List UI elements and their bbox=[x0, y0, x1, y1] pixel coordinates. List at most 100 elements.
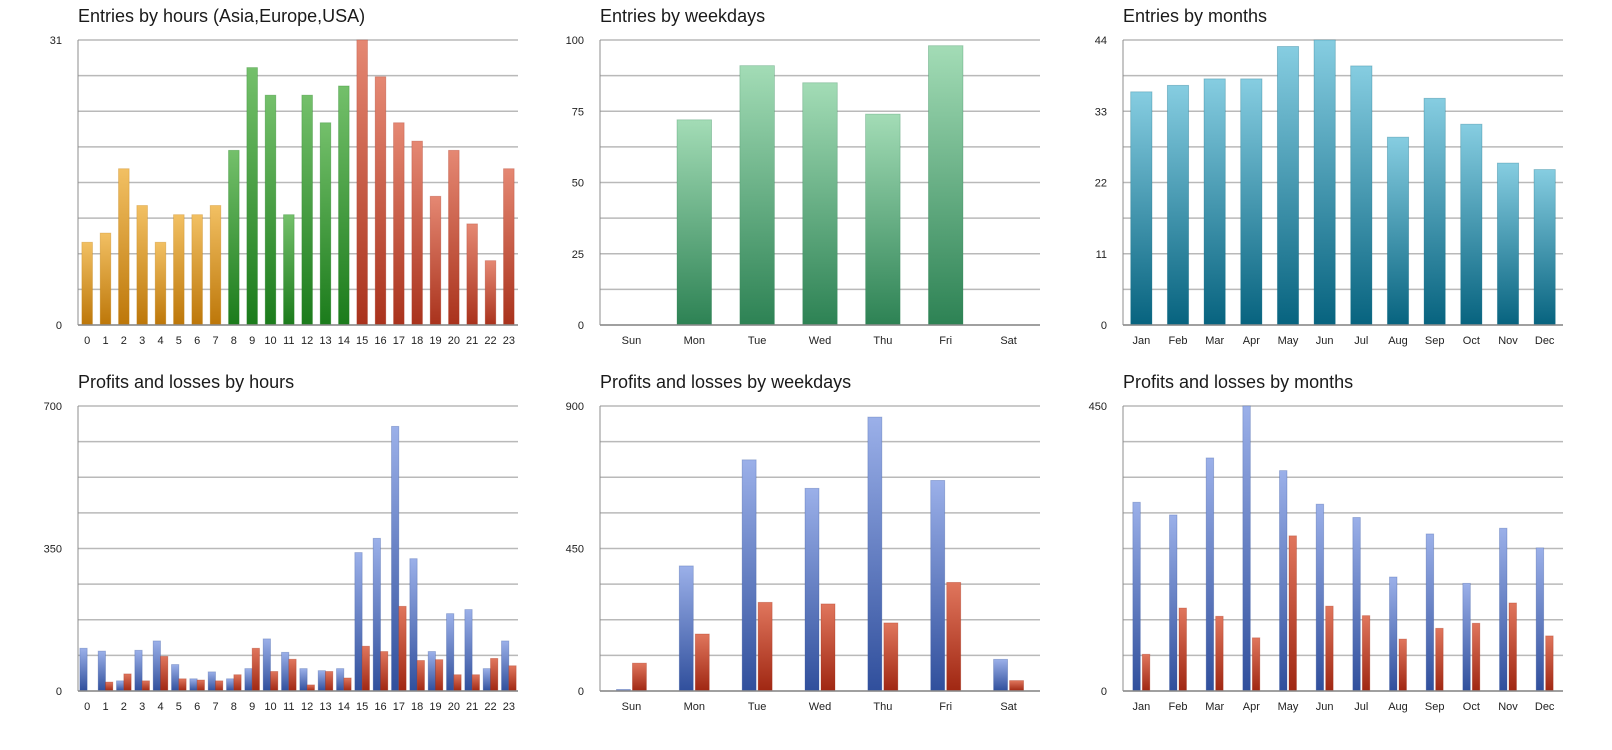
bar-10 bbox=[264, 94, 277, 326]
chart-profits-losses-by-weekdays: Profits and losses by weekdays 0 450 900 Su… bbox=[522, 366, 1059, 741]
x-tick-label: Sep bbox=[1425, 701, 1445, 713]
x-tick-label: Fri bbox=[939, 701, 952, 713]
profit-bar-Sep bbox=[1425, 533, 1435, 692]
x-tick-label: 3 bbox=[139, 335, 145, 347]
chart-title: Entries by weekdays bbox=[600, 6, 766, 26]
y-tick-label: 33 bbox=[1095, 106, 1107, 118]
y-tick-label: 0 bbox=[1101, 686, 1107, 698]
y-tick-label: 22 bbox=[1095, 178, 1107, 190]
loss-bar-Wed bbox=[820, 603, 836, 692]
x-tick-label: 4 bbox=[157, 701, 163, 713]
profit-bar-12 bbox=[299, 668, 308, 692]
y-tick-label: 50 bbox=[572, 178, 584, 190]
x-tick-label: Sat bbox=[1000, 701, 1017, 713]
x-tick-label: Jan bbox=[1132, 335, 1150, 347]
profit-bar-15 bbox=[354, 552, 363, 692]
bar-22 bbox=[484, 260, 497, 326]
x-tick-label: 12 bbox=[301, 701, 313, 713]
x-tick-label: Apr bbox=[1243, 701, 1260, 713]
loss-bar-2 bbox=[123, 673, 132, 692]
x-tick-label: 19 bbox=[429, 701, 441, 713]
x-tick-label: Feb bbox=[1169, 701, 1188, 713]
bar-Mar bbox=[1203, 78, 1226, 326]
loss-bar-9 bbox=[251, 647, 260, 692]
x-tick-label: 12 bbox=[301, 335, 313, 347]
x-tick-label: Wed bbox=[809, 701, 831, 713]
x-tick-label: Oct bbox=[1463, 701, 1480, 713]
loss-bar-Oct bbox=[1471, 622, 1481, 692]
x-tick-label: 20 bbox=[448, 701, 460, 713]
bar-18 bbox=[411, 140, 423, 326]
loss-bar-16 bbox=[380, 651, 389, 692]
x-tick-label: 17 bbox=[393, 335, 405, 347]
bar-14 bbox=[338, 85, 350, 326]
profit-bar-Dec bbox=[1535, 547, 1545, 692]
x-tick-label: 9 bbox=[249, 335, 255, 347]
loss-bar-Nov bbox=[1508, 602, 1517, 692]
chart-canvas: 0 11 22 33 44 Jan Feb Mar Apr May Jun Jul Aug Sep Oct N… bbox=[1095, 35, 1563, 347]
chart-entries-by-weekdays: Entries by weekdays 0 25 50 75 100 Sun Mon Tue W… bbox=[522, 0, 1059, 375]
y-tick-label: 11 bbox=[1096, 249, 1107, 261]
x-tick-label: Sat bbox=[1000, 335, 1017, 347]
x-tick-label: 5 bbox=[176, 335, 182, 347]
loss-bar-17 bbox=[398, 605, 407, 692]
loss-bar-May bbox=[1288, 535, 1297, 692]
x-tick-label: 20 bbox=[448, 335, 460, 347]
x-tick-label: Jul bbox=[1354, 701, 1368, 713]
loss-bar-12 bbox=[306, 684, 315, 692]
x-tick-label: 10 bbox=[264, 335, 276, 347]
x-tick-label: 1 bbox=[102, 701, 108, 713]
x-tick-label: Apr bbox=[1243, 335, 1260, 347]
x-tick-label: 8 bbox=[231, 335, 237, 347]
x-tick-label: Sep bbox=[1425, 335, 1445, 347]
profit-bar-10 bbox=[262, 638, 271, 692]
x-tick-label: 16 bbox=[374, 701, 386, 713]
bar-11 bbox=[283, 214, 295, 326]
x-tick-label: Sun bbox=[622, 701, 642, 713]
profit-bar-Mon bbox=[678, 565, 694, 692]
x-tick-label: 15 bbox=[356, 701, 368, 713]
x-tick-label: Tue bbox=[748, 701, 767, 713]
x-tick-label: Jul bbox=[1354, 335, 1368, 347]
chart-profits-losses-by-months: Profits and losses by months 0 450 Jan Feb M… bbox=[1045, 366, 1582, 741]
loss-bar-Mon bbox=[694, 633, 710, 692]
x-tick-label: 13 bbox=[319, 701, 331, 713]
y-tick-label: 0 bbox=[578, 320, 584, 332]
loss-bar-Mar bbox=[1215, 615, 1224, 692]
chart-title: Profits and losses by hours bbox=[78, 372, 295, 392]
x-tick-label: 5 bbox=[176, 701, 182, 713]
bar-Oct bbox=[1460, 123, 1483, 326]
y-tick-label: 700 bbox=[44, 401, 62, 413]
x-tick-label: Feb bbox=[1169, 335, 1188, 347]
bar-Jul bbox=[1350, 65, 1373, 326]
x-tick-label: 14 bbox=[338, 701, 350, 713]
x-tick-label: May bbox=[1278, 335, 1299, 347]
x-tick-label: Nov bbox=[1498, 335, 1518, 347]
x-tick-label: 16 bbox=[374, 335, 386, 347]
bar-12 bbox=[301, 94, 313, 326]
profit-bar-Jul bbox=[1352, 517, 1361, 692]
profit-bar-Apr bbox=[1242, 405, 1251, 692]
bar-Wed bbox=[802, 82, 838, 326]
x-tick-label: 17 bbox=[393, 701, 405, 713]
y-tick-label: 75 bbox=[572, 106, 584, 118]
x-tick-label: 18 bbox=[411, 335, 423, 347]
x-tick-label: Thu bbox=[873, 701, 892, 713]
profit-bar-19 bbox=[427, 651, 436, 692]
loss-bar-Jun bbox=[1325, 605, 1334, 692]
chart-canvas: 0 450 900 Sun Mon Tue Wed Thu Fri Sat bbox=[566, 401, 1040, 713]
profit-bar-2 bbox=[116, 680, 125, 692]
x-tick-label: 21 bbox=[466, 701, 478, 713]
bar-23 bbox=[503, 168, 515, 326]
bar-21 bbox=[466, 223, 478, 326]
bar-Aug bbox=[1386, 136, 1410, 326]
chart-title: Profits and losses by months bbox=[1123, 372, 1354, 392]
y-tick-label: 350 bbox=[44, 544, 62, 556]
chart-canvas: 0 450 Jan Feb Mar Apr May Jun Jul Aug Sep Oct Nov Dec bbox=[1089, 401, 1563, 713]
loss-bar-Jul bbox=[1361, 615, 1371, 692]
loss-bar-Tue bbox=[757, 601, 773, 692]
bar-20 bbox=[448, 149, 460, 326]
bar-Tue bbox=[739, 65, 775, 326]
